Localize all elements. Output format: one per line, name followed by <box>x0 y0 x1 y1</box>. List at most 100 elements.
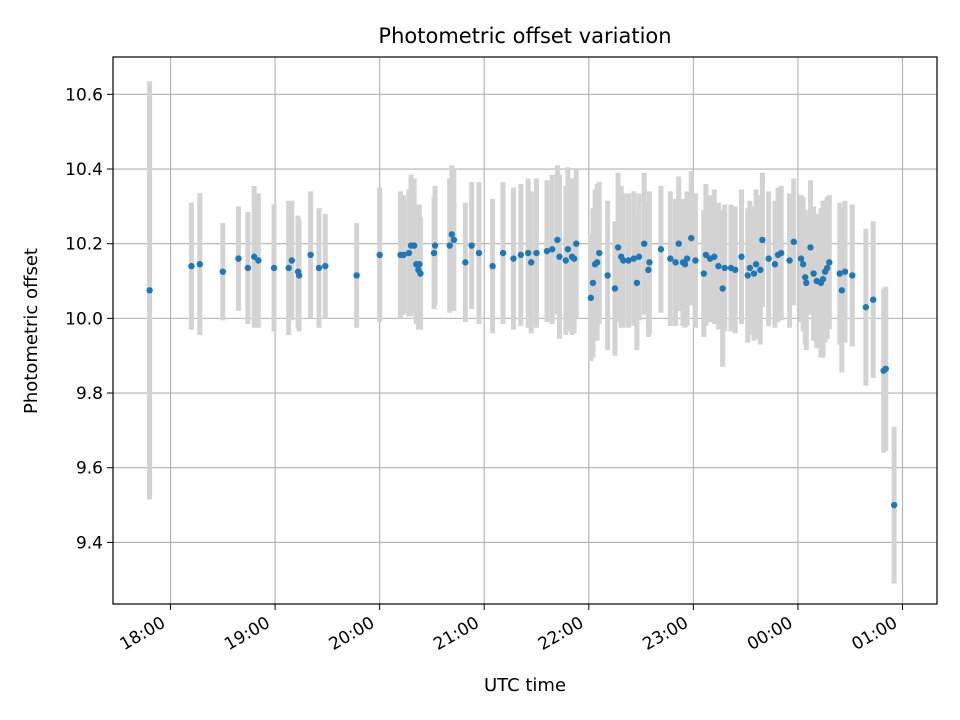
data-point <box>499 249 507 257</box>
data-point <box>681 261 689 268</box>
data-point <box>288 257 296 264</box>
data-point <box>528 259 535 266</box>
data-point <box>819 275 827 283</box>
data-point <box>307 251 314 259</box>
data-point <box>322 262 329 270</box>
data-point <box>554 236 561 244</box>
data-point <box>446 242 453 249</box>
data-point <box>667 255 674 262</box>
data-point <box>625 257 632 264</box>
data-point <box>700 270 708 277</box>
data-point <box>475 249 483 257</box>
data-point <box>410 242 418 249</box>
x-tick-label: 22:00 <box>535 613 587 655</box>
y-tick-label: 10.2 <box>65 235 103 255</box>
data-point <box>641 240 648 247</box>
data-point <box>510 255 517 262</box>
data-point <box>376 251 383 259</box>
data-point <box>802 274 809 281</box>
data-point <box>675 240 682 247</box>
data-point <box>645 266 652 274</box>
data-point <box>587 294 595 302</box>
data-point <box>630 255 637 262</box>
x-axis-ticks: 18:00 19:00 20:00 21:00 22:00 23:00 00:00 01:00 <box>117 604 903 655</box>
y-tick-label: 10.6 <box>65 85 103 105</box>
data-point <box>672 259 679 266</box>
data-point <box>250 253 258 260</box>
data-point <box>219 268 226 275</box>
data-point <box>620 257 627 264</box>
data-point <box>543 247 551 255</box>
data-point <box>450 236 458 244</box>
data-point <box>646 259 653 266</box>
data-point <box>596 249 603 257</box>
data-point <box>683 255 691 262</box>
data-point <box>270 264 278 272</box>
data-points <box>146 231 898 509</box>
data-point <box>573 240 580 247</box>
data-point <box>235 255 242 262</box>
data-point <box>564 246 572 253</box>
data-point <box>711 253 718 260</box>
data-point <box>824 264 831 272</box>
y-tick-label: 10.4 <box>65 160 103 180</box>
data-point <box>468 242 475 249</box>
x-tick-label: 21:00 <box>430 613 482 655</box>
y-axis-ticks: 9.4 9.6 9.8 10.0 10.2 10.4 10.6 <box>65 85 113 553</box>
data-point <box>556 253 563 260</box>
x-tick-label: 18:00 <box>117 613 169 655</box>
data-point <box>417 270 424 277</box>
data-point <box>744 272 751 279</box>
y-tick-label: 9.6 <box>76 459 103 479</box>
data-point <box>244 264 252 272</box>
data-point <box>400 251 407 259</box>
data-point <box>702 251 710 259</box>
data-point <box>882 365 889 372</box>
data-point <box>807 244 814 251</box>
data-point <box>771 261 779 268</box>
data-point <box>786 257 793 264</box>
x-tick-label: 19:00 <box>221 613 273 655</box>
x-tick-label: 23:00 <box>639 613 691 655</box>
data-point <box>604 272 611 279</box>
data-point <box>862 303 870 311</box>
data-point <box>838 287 846 294</box>
data-point <box>890 501 898 509</box>
data-point <box>416 261 423 268</box>
data-point <box>188 262 195 270</box>
data-point <box>146 287 153 294</box>
data-point <box>489 262 496 270</box>
data-point <box>614 244 622 251</box>
data-point <box>462 259 469 266</box>
data-point <box>633 279 641 287</box>
data-point <box>611 285 619 292</box>
data-point <box>759 236 766 244</box>
data-point <box>738 253 745 260</box>
x-tick-label: 20:00 <box>326 613 378 655</box>
x-axis-label: UTC time <box>484 675 566 696</box>
data-point <box>524 249 532 257</box>
data-point <box>757 266 764 274</box>
data-point <box>803 279 810 287</box>
data-point <box>849 272 856 279</box>
x-tick-label: 00:00 <box>744 613 796 655</box>
data-point <box>777 249 785 257</box>
chart-title: Photometric offset variation <box>378 24 671 48</box>
y-tick-label: 10.0 <box>65 309 103 329</box>
data-point <box>750 270 758 277</box>
data-point <box>589 279 597 287</box>
data-point <box>826 259 833 266</box>
data-point <box>255 257 262 264</box>
data-point <box>295 272 303 279</box>
data-point <box>692 257 699 264</box>
data-point <box>810 270 817 277</box>
data-point <box>731 266 739 274</box>
data-point <box>657 246 665 253</box>
data-point <box>790 238 797 246</box>
data-point <box>870 296 877 303</box>
y-axis-label: Photometric offset <box>21 248 42 414</box>
data-point <box>353 272 360 279</box>
data-point <box>285 264 292 272</box>
data-point <box>752 261 760 268</box>
